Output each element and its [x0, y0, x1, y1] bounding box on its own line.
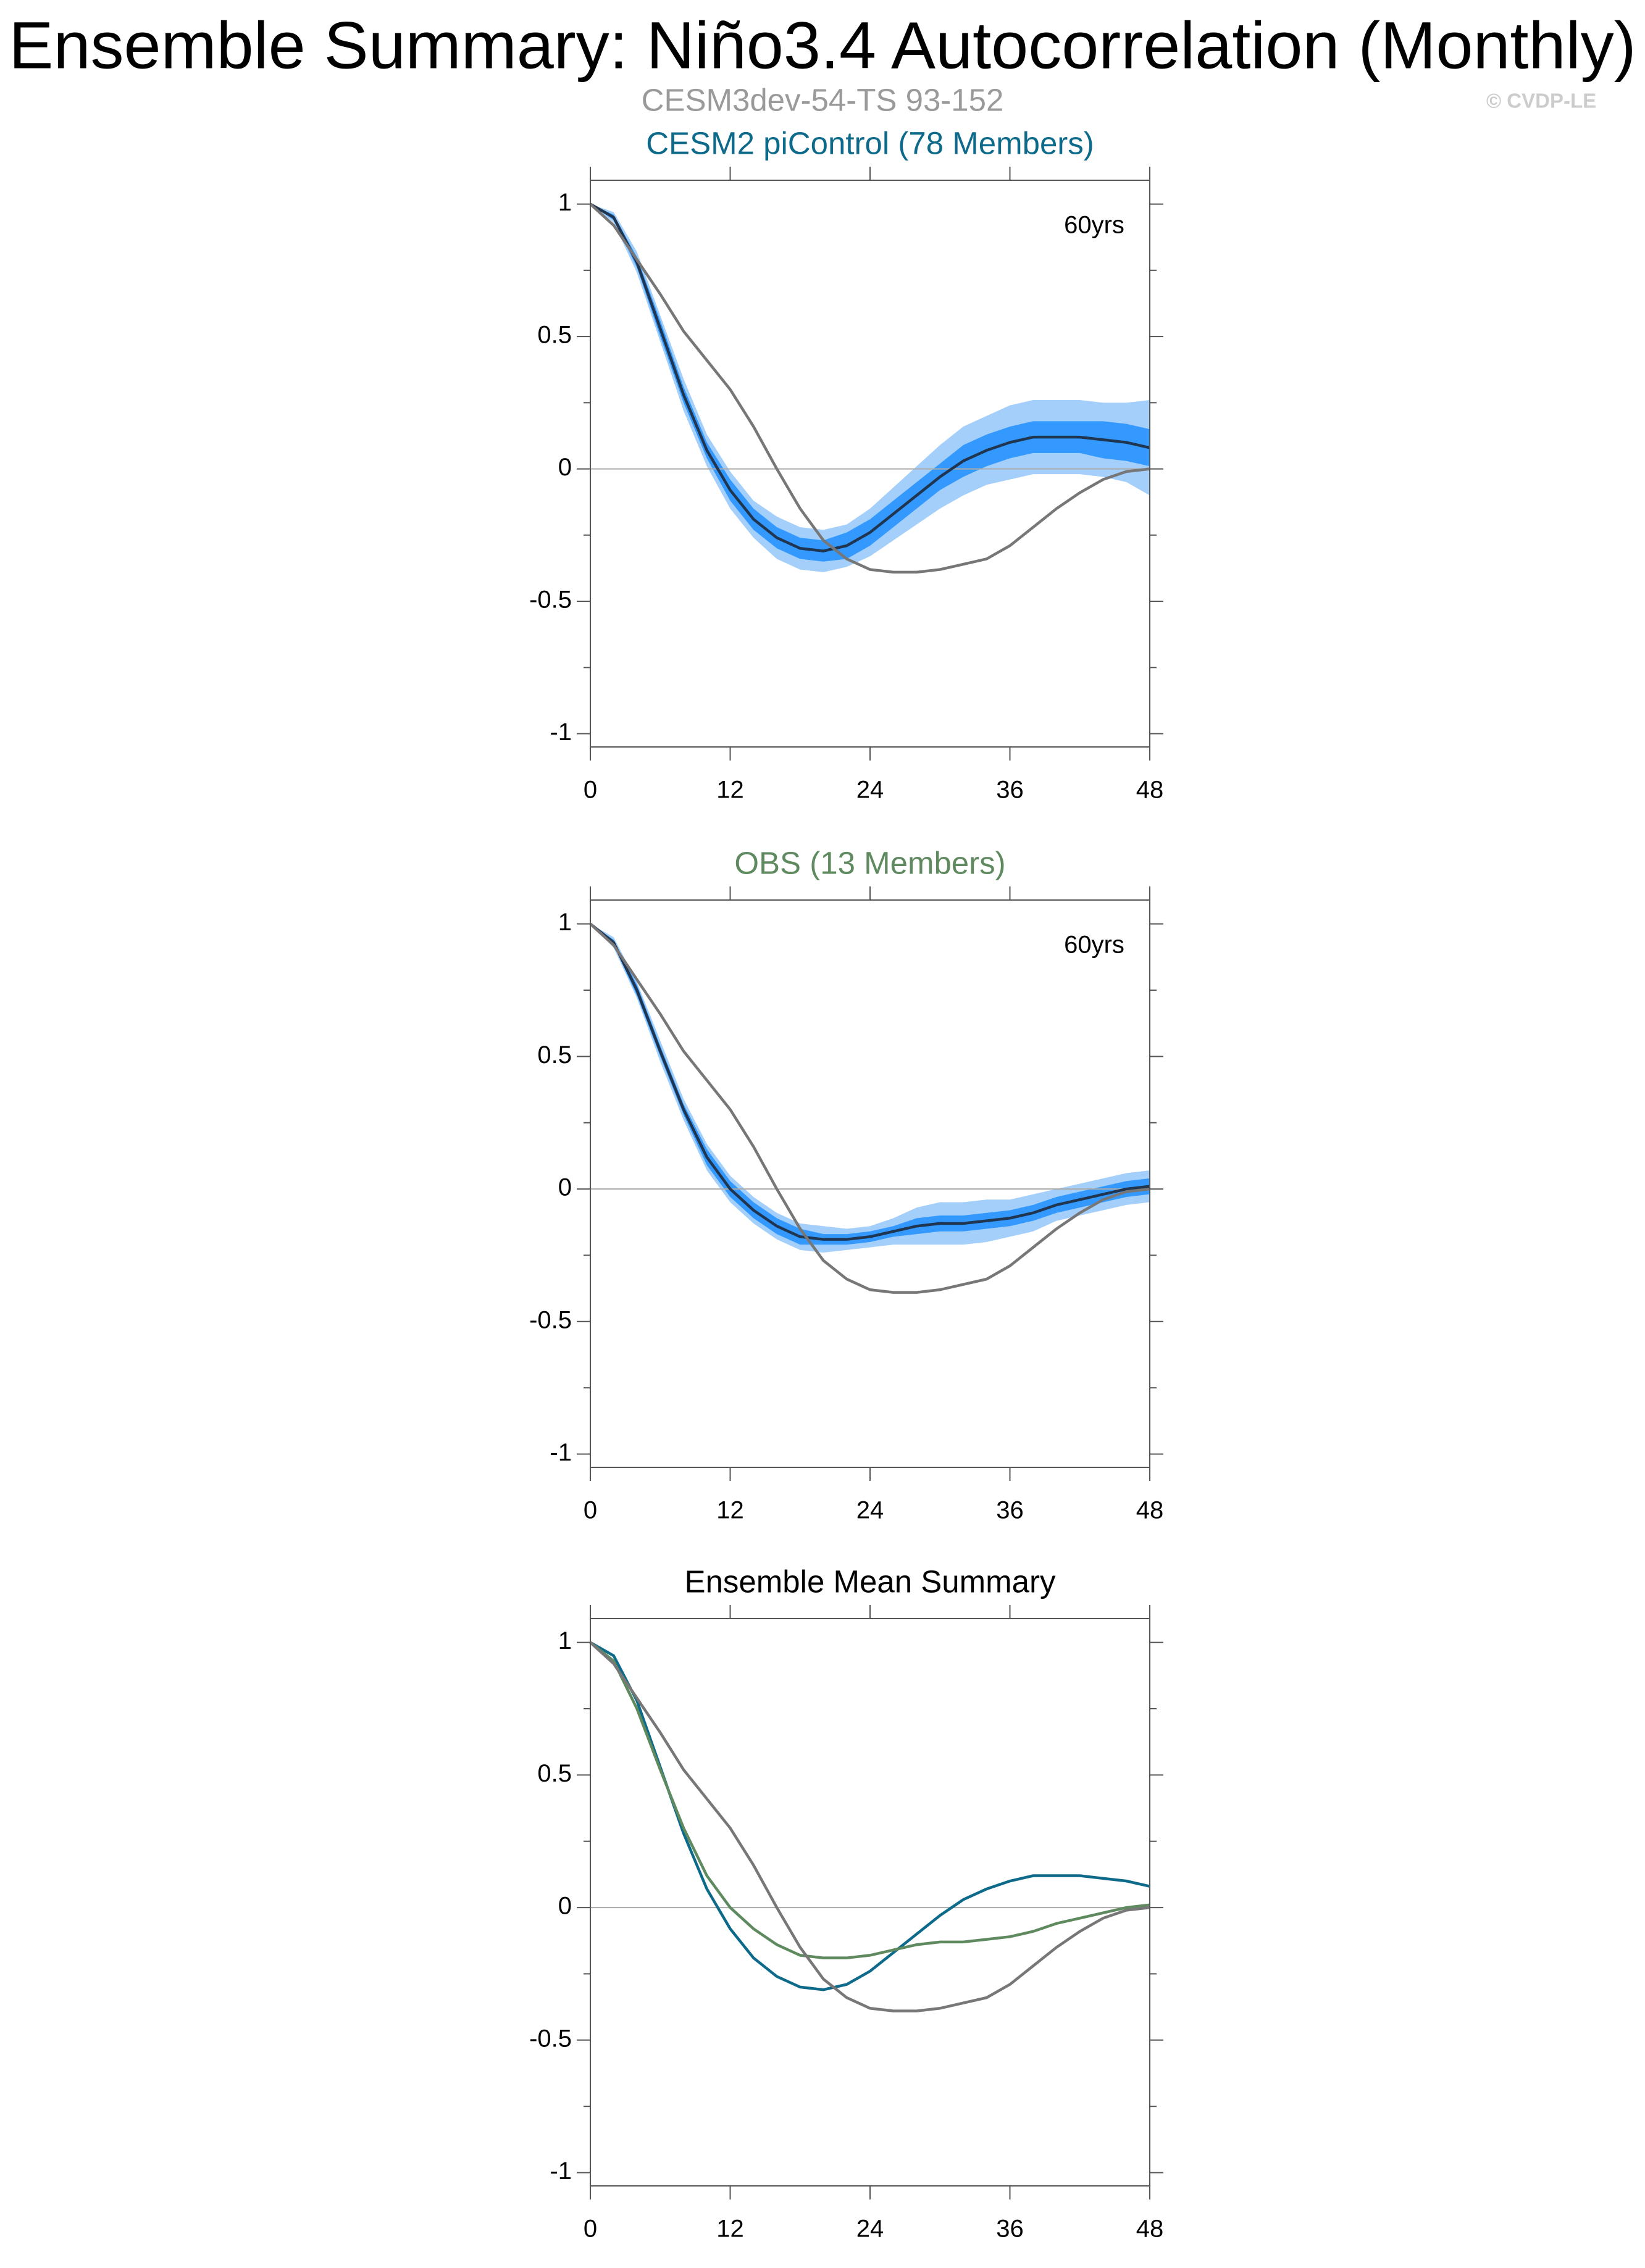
y-tick-label: -0.5	[529, 1306, 572, 1333]
x-tick-label: 12	[716, 2216, 744, 2243]
series-line	[589, 1641, 1150, 1991]
series-line	[589, 922, 1150, 1241]
x-tick-label: 36	[996, 777, 1024, 804]
spread-band	[590, 204, 1150, 572]
y-tick-label: -1	[550, 2158, 572, 2185]
x-tick-label: 48	[1136, 2216, 1164, 2243]
x-tick-label: 0	[584, 777, 597, 804]
y-tick-label: 0	[558, 1893, 572, 1920]
series-line	[589, 1641, 1150, 1959]
x-tick-label: 36	[996, 1497, 1024, 1524]
panel-title: CESM2 piControl (78 Members)	[646, 125, 1094, 161]
series-line	[589, 202, 1150, 552]
y-tick-label: 0.5	[537, 1041, 572, 1069]
panel: CESM2 piControl (78 Members) -1 -0.5 0 0.5 1 0…	[529, 125, 1163, 803]
x-tick-label: 12	[716, 777, 744, 804]
y-tick-label: -0.5	[529, 586, 572, 614]
annotation: 60yrs	[1064, 212, 1124, 239]
y-tick-label: -1	[550, 1439, 572, 1466]
x-tick-label: 24	[856, 2216, 884, 2243]
x-tick-label: 24	[856, 777, 884, 804]
y-tick-label: -1	[550, 719, 572, 746]
y-tick-label: 1	[558, 1627, 572, 1654]
series-line	[589, 922, 1150, 1294]
panel: Ensemble Mean Summary -1 -0.5 0 0.5 1 0 12 24 36 4…	[529, 1564, 1163, 2242]
panel-title: Ensemble Mean Summary	[685, 1564, 1056, 1599]
x-tick-label: 24	[856, 1497, 884, 1524]
x-tick-label: 48	[1136, 777, 1164, 804]
figure-title: Ensemble Summary: Niño3.4 Autocorrelatio…	[9, 8, 1636, 83]
y-tick-label: 0.5	[537, 1760, 572, 1787]
credit: © CVDP-LE	[1486, 90, 1596, 112]
series-line	[589, 1641, 1150, 2012]
y-tick-label: 1	[558, 909, 572, 936]
x-tick-label: 36	[996, 2216, 1024, 2243]
y-tick-label: 0	[558, 454, 572, 481]
x-tick-label: 0	[584, 1497, 597, 1524]
x-tick-label: 12	[716, 1497, 744, 1524]
plot-frame	[590, 1618, 1150, 2187]
series-line	[589, 202, 1150, 574]
plot-frame	[590, 899, 1150, 1468]
figure-subtitle: CESM3dev-54-TS 93-152	[642, 82, 1004, 117]
x-tick-label: 48	[1136, 1497, 1164, 1524]
x-tick-label: 0	[584, 2216, 597, 2243]
y-tick-label: 0.5	[537, 322, 572, 349]
y-tick-label: -0.5	[529, 2025, 572, 2052]
y-tick-label: 0	[558, 1174, 572, 1201]
panel: OBS (13 Members) -1 -0.5 0 0.5 1 0 12 24 36 48 60yr…	[529, 845, 1163, 1524]
y-tick-label: 1	[558, 189, 572, 216]
panel-title: OBS (13 Members)	[734, 845, 1005, 880]
annotation: 60yrs	[1064, 932, 1124, 959]
